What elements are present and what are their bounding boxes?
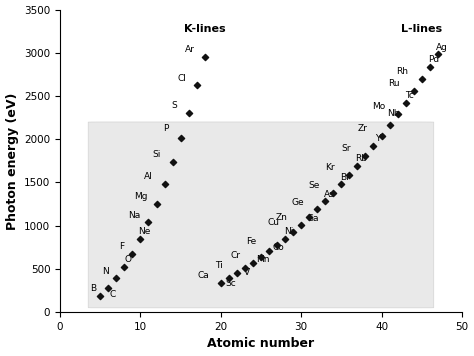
Text: Mn: Mn — [256, 255, 269, 264]
Point — [273, 242, 281, 248]
Text: Fe: Fe — [246, 237, 256, 246]
Text: P: P — [164, 124, 169, 133]
Text: Ti: Ti — [215, 262, 223, 271]
Text: Ga: Ga — [307, 214, 319, 223]
Point — [225, 275, 233, 281]
Text: Cl: Cl — [178, 74, 187, 83]
Text: Tc: Tc — [405, 91, 414, 100]
Text: Sc: Sc — [225, 278, 236, 288]
Text: Na: Na — [128, 210, 140, 220]
Text: Ru: Ru — [389, 79, 400, 88]
Point — [233, 270, 241, 276]
Point — [193, 83, 201, 88]
Point — [426, 64, 434, 70]
Point — [297, 222, 305, 227]
Point — [137, 236, 144, 242]
Text: Kr: Kr — [325, 163, 335, 172]
Text: Zn: Zn — [276, 213, 288, 222]
Point — [153, 201, 160, 206]
Point — [217, 280, 225, 286]
Text: Zr: Zr — [357, 124, 367, 133]
Point — [169, 159, 176, 164]
Point — [386, 122, 393, 128]
Point — [185, 110, 192, 116]
Text: Ni: Ni — [284, 227, 294, 236]
Text: C: C — [109, 289, 116, 299]
Point — [201, 54, 209, 59]
Point — [362, 153, 369, 159]
Point — [112, 276, 120, 281]
Point — [410, 88, 418, 94]
Point — [128, 251, 136, 256]
Point — [305, 214, 313, 220]
Text: F: F — [119, 242, 125, 251]
Text: Ar: Ar — [185, 45, 195, 54]
X-axis label: Atomic number: Atomic number — [208, 337, 315, 350]
Point — [370, 143, 377, 149]
Text: Pd: Pd — [428, 55, 439, 64]
Point — [346, 172, 353, 178]
Text: Si: Si — [152, 150, 161, 159]
Point — [177, 135, 184, 141]
Text: Cu: Cu — [268, 218, 280, 226]
Text: Co: Co — [273, 243, 284, 252]
Point — [241, 265, 249, 271]
Text: Y: Y — [375, 135, 380, 143]
Point — [402, 100, 410, 105]
Text: Nb: Nb — [387, 109, 400, 118]
Point — [257, 254, 265, 260]
Point — [145, 219, 152, 225]
Text: As: As — [324, 190, 335, 199]
Point — [394, 111, 401, 117]
Text: Se: Se — [308, 181, 319, 190]
Text: Al: Al — [144, 172, 153, 181]
Point — [161, 181, 168, 187]
Text: Ge: Ge — [292, 198, 304, 207]
Point — [418, 76, 426, 82]
Text: Br: Br — [340, 173, 350, 182]
Text: B: B — [90, 284, 96, 293]
Text: Ag: Ag — [436, 43, 448, 52]
Text: K-lines: K-lines — [184, 23, 226, 33]
Text: O: O — [125, 255, 132, 264]
Point — [337, 181, 345, 187]
Text: Mg: Mg — [134, 192, 147, 201]
Point — [313, 206, 321, 212]
Text: Sr: Sr — [341, 145, 351, 153]
Text: Ca: Ca — [197, 271, 209, 280]
Point — [97, 293, 104, 299]
Text: V: V — [244, 268, 250, 277]
Text: Ne: Ne — [138, 227, 151, 236]
Point — [104, 286, 112, 291]
Text: Mo: Mo — [372, 102, 385, 111]
Text: N: N — [102, 267, 109, 276]
Point — [249, 260, 257, 266]
Point — [281, 236, 289, 241]
Point — [378, 133, 385, 138]
Text: Rh: Rh — [396, 67, 409, 77]
Point — [354, 163, 361, 168]
Point — [321, 199, 329, 204]
Point — [289, 229, 297, 235]
Point — [329, 190, 337, 196]
FancyBboxPatch shape — [88, 122, 434, 308]
Text: Cr: Cr — [230, 251, 240, 260]
Point — [265, 248, 273, 254]
Y-axis label: Photon energy (eV): Photon energy (eV) — [6, 92, 18, 230]
Text: S: S — [171, 101, 177, 110]
Text: L-lines: L-lines — [401, 23, 442, 33]
Text: Rb: Rb — [356, 154, 367, 163]
Point — [120, 264, 128, 269]
Point — [434, 51, 442, 57]
